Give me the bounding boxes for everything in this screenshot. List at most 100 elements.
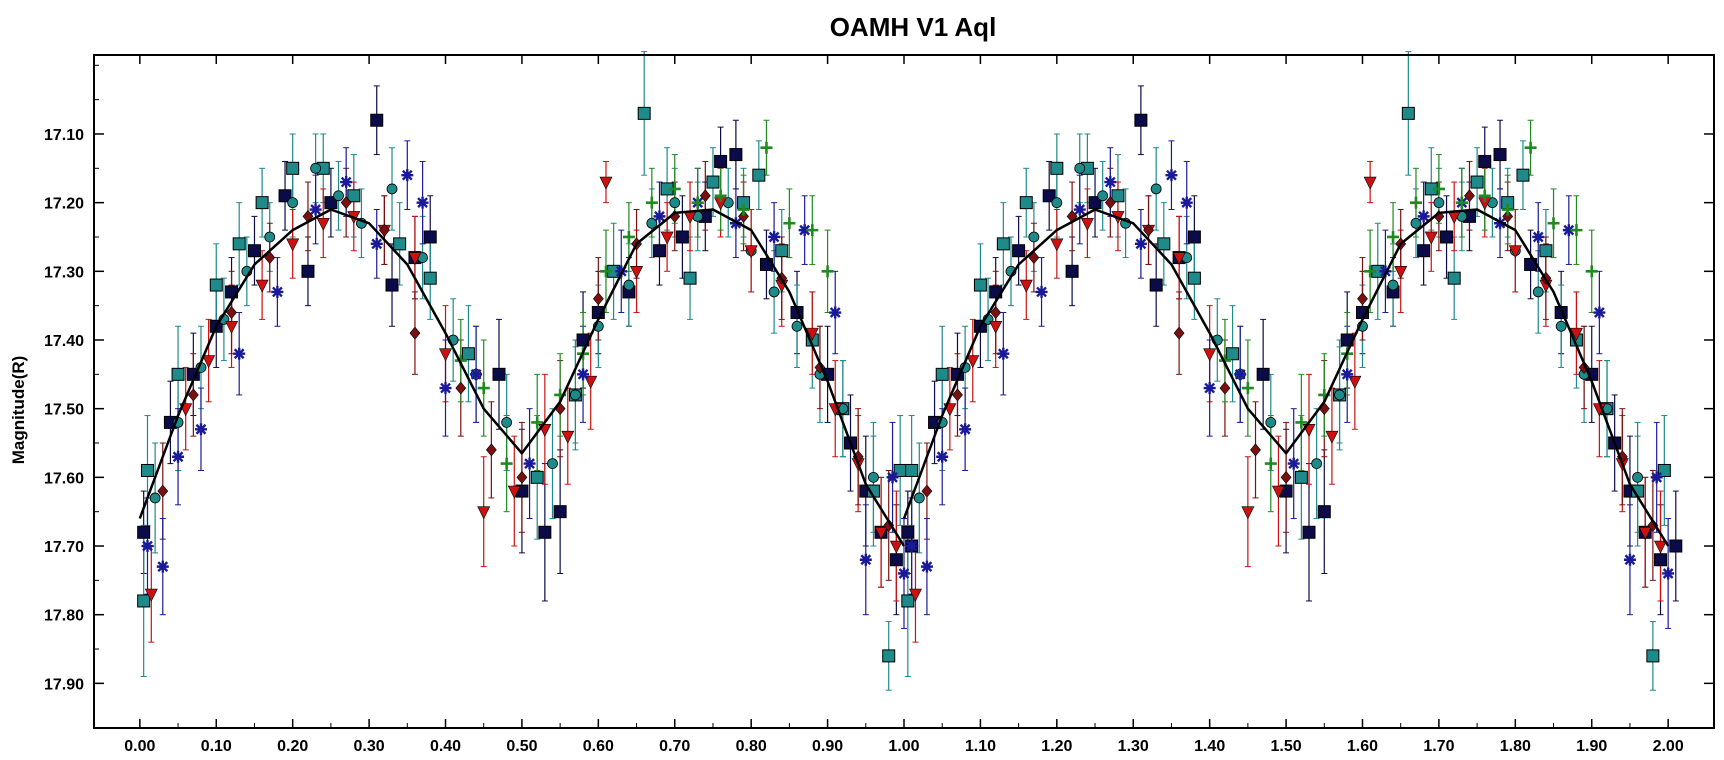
data-point [989, 320, 1003, 334]
data-point [516, 470, 528, 484]
data-point [1287, 457, 1300, 470]
y-tick-label: 17.10 [44, 127, 84, 144]
data-point [874, 526, 888, 540]
data-point [1028, 231, 1040, 243]
data-point [1325, 430, 1339, 444]
data-point [1203, 382, 1216, 395]
data-point [477, 506, 491, 520]
axis-layer: 0.00 0.10 0.20 0.30 0.40 0.50 0.60 0.70 0.80 0.90… [44, 55, 1714, 755]
data-point [194, 423, 207, 436]
data-point [889, 540, 903, 554]
data-point [1585, 265, 1598, 278]
data-point [1424, 231, 1438, 245]
data-point [255, 279, 269, 293]
data-point [409, 326, 421, 340]
data-point [408, 252, 422, 266]
data-point [226, 306, 237, 319]
data-point [737, 203, 750, 216]
data-point [310, 162, 322, 174]
data-point [1547, 217, 1560, 230]
data-point [1532, 230, 1545, 243]
data-point [171, 367, 185, 381]
data-point [1035, 285, 1048, 298]
data-point [172, 450, 185, 463]
data-point [209, 278, 223, 292]
data-point [140, 463, 154, 477]
data-point [1134, 237, 1147, 250]
x-tick-label: 0.10 [201, 738, 232, 755]
data-point [225, 320, 239, 334]
data-point [637, 106, 651, 120]
y-tick-label: 17.20 [44, 196, 84, 213]
plot-frame [93, 54, 1715, 729]
data-point [137, 525, 151, 539]
data-point [889, 553, 903, 567]
x-tick-label: 0.50 [506, 738, 537, 755]
data-point [952, 388, 963, 402]
data-point [1447, 271, 1461, 285]
data-point [645, 196, 658, 209]
data-point [660, 231, 674, 245]
data-point [1646, 649, 1660, 663]
data-point [714, 189, 727, 202]
data-point [144, 588, 158, 602]
data-point [1562, 224, 1575, 237]
data-point [1187, 271, 1201, 285]
data-point [859, 553, 872, 566]
data-point [592, 292, 604, 306]
data-point [1502, 209, 1514, 223]
data-point [1019, 196, 1033, 210]
data-point [1264, 457, 1277, 470]
data-point [347, 189, 361, 203]
data-point [1555, 320, 1567, 332]
data-point [691, 196, 704, 209]
data-point [783, 217, 796, 230]
data-point [1432, 182, 1445, 195]
data-point [1662, 567, 1675, 580]
data-point [768, 286, 780, 298]
data-point [1241, 382, 1254, 395]
data-point [264, 231, 276, 243]
data-point [1104, 196, 1116, 210]
data-point [1410, 217, 1422, 229]
x-tick-label: 0.80 [736, 738, 767, 755]
data-point [202, 355, 216, 369]
data-point [301, 264, 315, 278]
chart-title: OAMH V1 Aql [830, 12, 997, 42]
data-point [646, 217, 658, 229]
data-point [791, 320, 803, 332]
x-tick-label: 2.00 [1653, 738, 1684, 755]
data-point [500, 457, 513, 470]
data-point [538, 525, 552, 539]
data-point [531, 416, 544, 429]
data-point [393, 237, 407, 251]
data-point [1265, 417, 1277, 428]
data-point [1234, 368, 1247, 381]
data-point [1073, 203, 1086, 216]
data-point [653, 210, 666, 223]
data-point [1157, 237, 1171, 251]
data-point [990, 306, 1002, 319]
data-point [416, 196, 429, 209]
data-point [1256, 367, 1270, 381]
data-point [714, 154, 728, 168]
data-point [370, 237, 383, 250]
data-point [752, 168, 766, 182]
data-point [141, 540, 154, 553]
data-point [1042, 189, 1056, 203]
data-point [1080, 217, 1094, 231]
data-point [905, 463, 919, 477]
data-point [1050, 238, 1064, 252]
data-point [340, 196, 352, 210]
y-tick-label: 17.70 [44, 539, 84, 556]
y-axis-label: Magnitude(R) [9, 356, 28, 465]
data-point [1097, 190, 1109, 202]
data-point [386, 183, 398, 195]
data-point [1464, 189, 1475, 203]
data-point [157, 484, 169, 498]
data-point [530, 470, 544, 484]
x-tick-label: 0.20 [277, 738, 308, 755]
data-point [137, 594, 151, 608]
data-point [966, 355, 980, 369]
